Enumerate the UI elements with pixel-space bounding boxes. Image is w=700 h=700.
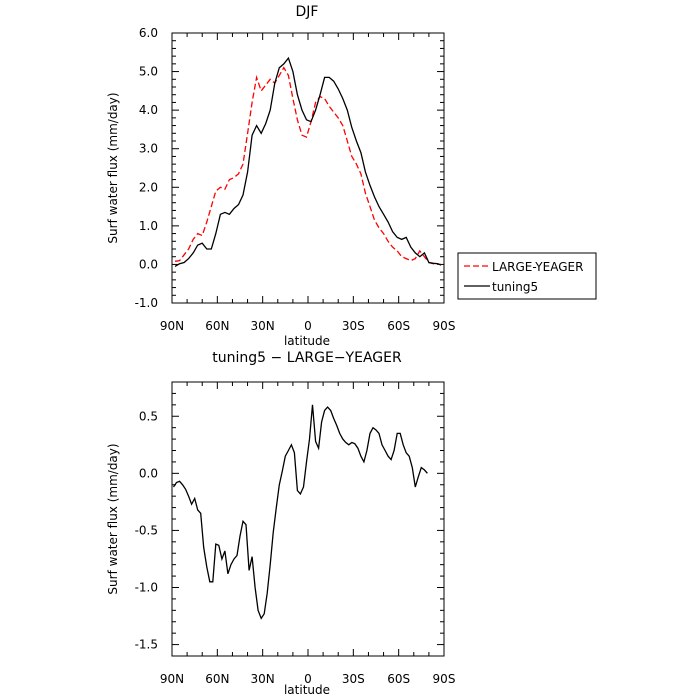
series-group: [172, 404, 428, 620]
x-tick-label: 90N: [160, 319, 184, 333]
x-tick-label: 60S: [387, 319, 410, 333]
chart-title: DJF: [296, 4, 319, 20]
x-tick-label: 90S: [433, 672, 456, 686]
y-tick-label: -1.5: [135, 638, 158, 652]
chart-title: tuning5 − LARGE−YEAGER: [212, 350, 402, 366]
legend-box: [457, 252, 597, 300]
y-tick-label: 2.0: [139, 180, 158, 194]
y-tick-label: 5.0: [139, 65, 158, 79]
x-axis-label: latitude: [284, 334, 330, 348]
x-tick-label: 30S: [342, 672, 365, 686]
x-tick-label: 60N: [205, 672, 229, 686]
series-line-large-yeager: [174, 66, 441, 266]
y-tick-label: -1.0: [135, 296, 158, 310]
legend-label-large-yeager: LARGE-YEAGER: [492, 260, 583, 274]
x-tick-label: 0: [304, 672, 312, 686]
x-tick-label: 30N: [251, 319, 275, 333]
x-tick-label: 90S: [433, 319, 456, 333]
x-tick-label: 90N: [160, 672, 184, 686]
y-tick-label: -0.5: [135, 523, 158, 537]
series-group: [174, 56, 442, 267]
y-tick-label: 0.5: [139, 409, 158, 423]
y-tick-label: -1.0: [135, 581, 158, 595]
axis-ticks: 90N 60N 30N 0 30S 60S 90S -1.5 -1.0 -0.5 0.0 0.5: [135, 381, 456, 686]
plot-frame: [171, 32, 445, 304]
y-tick-label: 3.0: [139, 142, 158, 156]
series-line-difference: [172, 404, 428, 620]
plot-frame: [171, 381, 445, 657]
y-axis-label: Surf water flux (mm/day): [106, 443, 120, 594]
y-tick-label: 4.0: [139, 103, 158, 117]
legend-label-tuning5: tuning5: [492, 280, 538, 294]
panel-top: DJF 90N 60N 30N 0 30S 60S 90S -1.0 0.0 1.0 2.0 3.0 4…: [106, 4, 597, 348]
y-tick-label: 6.0: [139, 26, 158, 40]
axis-ticks: 90N 60N 30N 0 30S 60S 90S -1.0 0.0 1.0 2.0 3.0 4.0 5.…: [135, 26, 456, 333]
y-tick-label: 0.0: [139, 257, 158, 271]
x-tick-label: 30S: [342, 319, 365, 333]
panel-bottom: tuning5 − LARGE−YEAGER 90N 60N 30N 0 30S 60S 9…: [106, 350, 455, 697]
series-line-tuning5: [174, 56, 442, 267]
x-tick-label: 60N: [205, 319, 229, 333]
y-tick-label: 1.0: [139, 219, 158, 233]
legend: LARGE-YEAGER tuning5: [457, 252, 597, 300]
x-tick-label: 0: [304, 319, 312, 333]
y-tick-label: 0.0: [139, 466, 158, 480]
x-axis-label: latitude: [284, 683, 330, 697]
y-axis-label: Surf water flux (mm/day): [106, 92, 120, 243]
x-tick-label: 60S: [387, 672, 410, 686]
x-tick-label: 30N: [251, 672, 275, 686]
